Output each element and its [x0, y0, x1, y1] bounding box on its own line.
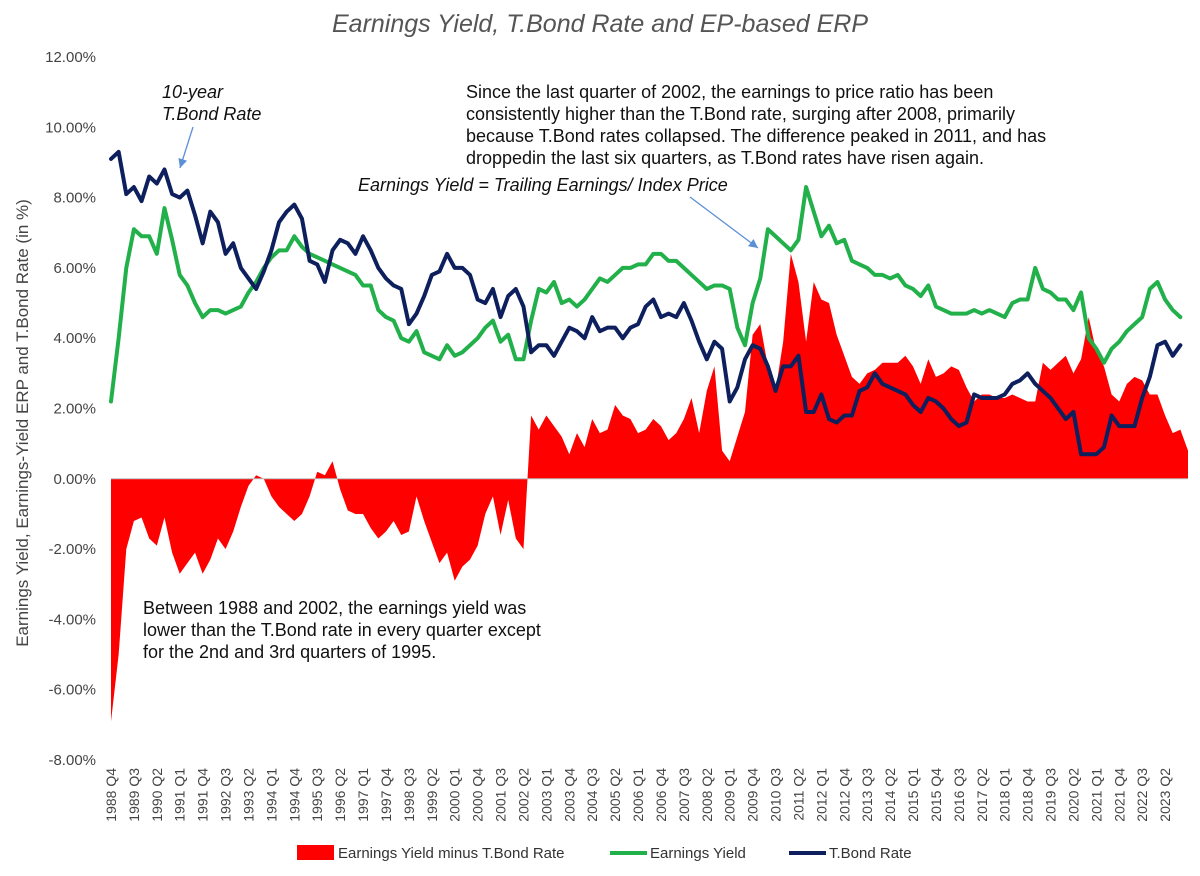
legend-label-earnings-yield: Earnings Yield: [650, 845, 746, 862]
x-tick-label: 2021 Q1: [1088, 768, 1104, 822]
x-tick-label: 2005 Q2: [607, 768, 623, 822]
x-tick-label: 1988 Q4: [103, 768, 119, 822]
x-tick-label: 2004 Q3: [584, 768, 600, 822]
x-tick-label: 2001 Q3: [493, 768, 509, 822]
x-tick-label: 1991 Q4: [195, 768, 211, 822]
annotations: 10-year T.Bond Rate Since the last quarter…: [143, 82, 1046, 662]
x-tick-label: 1996 Q2: [332, 768, 348, 822]
x-tick-label: 2000 Q1: [447, 768, 463, 822]
x-tick-label: 2007 Q3: [676, 768, 692, 822]
x-tick-label: 2009 Q4: [745, 768, 761, 822]
y-tick-label: 4.00%: [53, 330, 96, 347]
annotation-line: lower than the T.Bond rate in every quar…: [143, 620, 541, 640]
legend: Earnings Yield minus T.Bond Rate Earnings…: [297, 845, 912, 862]
y-tick-label: -2.00%: [48, 541, 96, 558]
y-tick-label: 10.00%: [45, 119, 96, 136]
x-tick-label: 2003 Q1: [538, 768, 554, 822]
x-tick-label: 1994 Q1: [263, 768, 279, 822]
y-tick-label: 0.00%: [53, 471, 96, 488]
annotation-1988-2002: Between 1988 and 2002, the earnings yiel…: [143, 598, 541, 662]
x-tick-label: 2023 Q2: [1157, 768, 1173, 822]
x-tick-label: 2006 Q4: [653, 768, 669, 822]
series-earnings-yield-line: [109, 185, 1183, 404]
x-tick-label: 1994 Q4: [286, 768, 302, 822]
x-tick-label: 2003 Q4: [561, 768, 577, 822]
y-tick-label: -8.00%: [48, 752, 96, 769]
x-tick-label: 1995 Q3: [309, 768, 325, 822]
annotation-line: for the 2nd and 3rd quarters of 1995.: [143, 642, 436, 662]
x-tick-label: 2009 Q1: [722, 768, 738, 822]
annotation-since-2002: Since the last quarter of 2002, the earn…: [466, 82, 1046, 168]
x-tick-label: 2020 Q2: [1065, 768, 1081, 822]
series-tbond-rate-line: [109, 149, 1183, 457]
x-tick-label: 1999 Q2: [424, 768, 440, 822]
x-axis-ticks: 1988 Q4 1989 Q3 1990 Q2 1991 Q1 1991 Q4 1992 …: [103, 768, 1173, 822]
y-tick-label: 8.00%: [53, 190, 96, 207]
arrow-to-earnings-yield-line-head: [748, 239, 758, 248]
annotation-line: because T.Bond rates collapsed. The diff…: [466, 126, 1046, 146]
x-tick-label: 2010 Q3: [768, 768, 784, 822]
legend-label-erp: Earnings Yield minus T.Bond Rate: [338, 845, 565, 862]
y-tick-label: -6.00%: [48, 682, 96, 699]
x-tick-label: 1989 Q3: [126, 768, 142, 822]
annotation-line: consistently higher than the T.Bond rate…: [466, 104, 1015, 124]
x-tick-label: 2011 Q2: [790, 768, 806, 821]
chart-title: Earnings Yield, T.Bond Rate and EP-based…: [332, 10, 868, 38]
annotation-line: Earnings Yield = Trailing Earnings/ Inde…: [358, 175, 728, 195]
y-tick-label: 6.00%: [53, 260, 96, 277]
x-tick-label: 2021 Q4: [1111, 768, 1127, 822]
x-tick-label: 2017 Q2: [974, 768, 990, 822]
y-axis-label: Earnings Yield, Earnings-Yield ERP and T…: [13, 199, 32, 647]
legend-label-tbond-rate: T.Bond Rate: [829, 845, 912, 862]
line-series: [109, 149, 1183, 457]
x-tick-label: 2022 Q3: [1134, 768, 1150, 822]
annotation-arrows: [178, 126, 759, 249]
x-tick-label: 2018 Q1: [997, 768, 1013, 822]
x-tick-label: 2012 Q1: [813, 768, 829, 822]
arrow-to-earnings-yield-line: [689, 196, 759, 249]
annotation-line: 10-year: [162, 82, 224, 102]
x-tick-label: 2015 Q4: [928, 768, 944, 822]
annotation-tbond-rate: 10-year T.Bond Rate: [162, 82, 261, 124]
y-tick-label: 12.00%: [45, 49, 96, 66]
annotation-line: Since the last quarter of 2002, the earn…: [466, 82, 993, 102]
annotation-line: T.Bond Rate: [162, 104, 261, 124]
annotation-line: Between 1988 and 2002, the earnings yiel…: [143, 598, 526, 618]
annotation-earnings-yield-definition: Earnings Yield = Trailing Earnings/ Inde…: [358, 175, 728, 195]
x-tick-label: 1993 Q2: [241, 768, 257, 822]
y-axis-ticks: 12.00% 10.00% 8.00% 6.00% 4.00% 2.00% 0.00% -2.…: [45, 49, 96, 769]
x-tick-label: 2015 Q1: [905, 768, 921, 822]
x-tick-label: 2000 Q4: [470, 768, 486, 822]
x-tick-label: 2018 Q4: [1020, 768, 1036, 822]
y-tick-label: 2.00%: [53, 401, 96, 418]
x-tick-label: 1998 Q3: [401, 768, 417, 822]
annotation-line: droppedin the last six quarters, as T.Bo…: [466, 148, 984, 168]
x-tick-label: 2002 Q2: [516, 768, 532, 822]
x-tick-label: 2014 Q2: [882, 768, 898, 822]
x-tick-label: 1991 Q1: [172, 768, 188, 822]
x-tick-label: 2008 Q2: [699, 768, 715, 822]
legend-swatch-erp-area: [297, 845, 334, 860]
x-tick-label: 1997 Q1: [355, 768, 371, 822]
x-tick-label: 2019 Q3: [1043, 768, 1059, 822]
arrow-to-tbond-line-head: [178, 158, 188, 168]
x-tick-label: 2012 Q4: [836, 768, 852, 822]
x-tick-label: 2006 Q1: [630, 768, 646, 822]
x-tick-label: 2013 Q3: [859, 768, 875, 822]
x-tick-label: 2016 Q3: [951, 768, 967, 822]
x-tick-label: 1997 Q4: [378, 768, 394, 822]
x-tick-label: 1990 Q2: [149, 768, 165, 822]
y-tick-label: -4.00%: [48, 611, 96, 628]
x-tick-label: 1992 Q3: [218, 768, 234, 822]
